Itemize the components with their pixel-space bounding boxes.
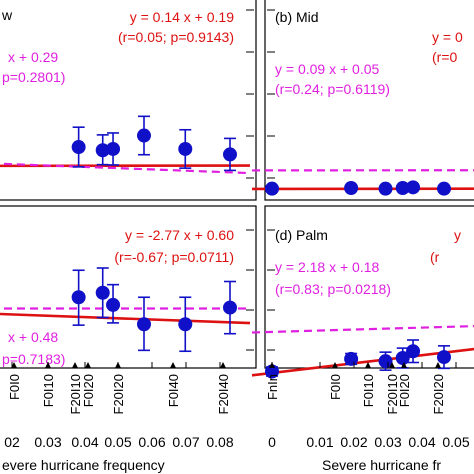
category-label: F0I20 [397, 374, 412, 407]
panel-bottom-right: (d) Palm y (r y = 2.18 x + 0.18 (r=0.83;… [251, 205, 474, 379]
x-tick-label: 0 [268, 434, 276, 450]
x-tick-label: 0.04 [408, 434, 435, 450]
red-fit-equation: y = 0 [432, 29, 463, 45]
magenta-fit-line [0, 162, 251, 175]
x-tick-label: 02 [4, 434, 20, 450]
category-label: F0I0 [7, 374, 22, 400]
category-marker [220, 362, 226, 368]
category-marker [11, 362, 17, 368]
magenta-fit-equation: x + 0.48 [8, 329, 58, 345]
magenta-fit-stats: (r=0.24; p=0.6119) [275, 81, 390, 97]
red-fit-line [251, 347, 474, 377]
category-marker [365, 362, 371, 368]
category-marker [45, 362, 51, 368]
panel-top-left: w y = 0.14 x + 0.19 (r=0.05; p=0.9143) x… [0, 0, 257, 201]
x-axis-left: evere hurricane frequency 02 0.03 0.04 0.05… [2, 362, 234, 473]
magenta-fit-equation: y = 0.09 x + 0.05 [275, 61, 380, 77]
data-point [406, 180, 421, 195]
category-marker [401, 362, 407, 368]
data-point [406, 344, 421, 359]
category-label: F0I10 [361, 374, 376, 407]
data-point [95, 285, 110, 300]
x-tick-label: 0.05 [442, 434, 469, 450]
category-label: FnIn [265, 374, 280, 400]
panel-title: (d) Palm [275, 227, 328, 243]
data-point [437, 350, 451, 365]
category-marker [85, 362, 91, 368]
panel-frame [264, 205, 474, 369]
data-point [223, 300, 237, 315]
category-label: F20I10 [385, 374, 400, 414]
panel-title: (b) Mid [275, 9, 319, 25]
category-label: F20I20 [431, 374, 446, 414]
magenta-fit-stats: p=0.7183) [2, 351, 65, 367]
category-marker [115, 362, 121, 368]
x-tick-label: 0.07 [172, 434, 199, 450]
category-marker [435, 362, 441, 368]
data-point [178, 317, 193, 332]
data-point [344, 181, 359, 195]
category-label: F20I20 [111, 374, 126, 414]
data-point [137, 128, 151, 143]
category-marker [269, 362, 275, 368]
data-point [71, 140, 86, 155]
data-point [95, 143, 110, 158]
data-point [437, 181, 451, 196]
data-point [265, 181, 279, 196]
category-label: F0I10 [41, 374, 56, 407]
x-tick-label: 0.02 [340, 434, 367, 450]
magenta-fit-stats: p=0.2801) [2, 69, 65, 85]
red-fit-line [0, 312, 251, 325]
data-point [137, 317, 151, 332]
panel-frame [264, 0, 474, 201]
magenta-fit-equation: y = 2.18 x + 0.18 [275, 259, 380, 275]
data-point [265, 364, 279, 379]
data-point [106, 297, 121, 312]
data-point [106, 141, 121, 156]
magenta-fit-stats: (r=0.83; p=0.0218) [275, 281, 391, 297]
data-point [344, 351, 359, 366]
data-point [378, 181, 393, 196]
data-point [395, 181, 410, 195]
red-fit-stats: (r=-0.67; p=0.0711) [114, 249, 234, 265]
category-marker [332, 362, 338, 368]
x-axis-label: Severe hurricane fr [322, 457, 441, 473]
data-point [71, 290, 86, 305]
x-axis-right: Severe hurricane fr 0 0.01 0.02 0.03 0.04 0.0… [265, 362, 470, 473]
data-point [395, 351, 410, 365]
x-tick-label: 0.05 [104, 434, 131, 450]
magenta-fit-line [251, 325, 474, 334]
category-marker [170, 362, 176, 368]
x-tick-label: 0.01 [306, 434, 333, 450]
red-fit-stats: (r [430, 249, 440, 265]
magenta-fit-equation: x + 0.29 [8, 49, 58, 65]
category-label: F20I10 [68, 374, 83, 414]
panel-frame [0, 0, 257, 201]
x-tick-label: 0.08 [206, 434, 233, 450]
panel-frame [0, 205, 257, 369]
category-label: F0I0 [328, 374, 343, 400]
category-label: F0I20 [81, 374, 96, 407]
x-tick-label: 0.06 [138, 434, 165, 450]
data-point [223, 147, 237, 162]
data-point [178, 141, 193, 156]
category-label: F0I40 [166, 374, 181, 407]
x-tick-label: 0.03 [374, 434, 401, 450]
red-fit-equation: y [454, 227, 461, 243]
category-marker [72, 362, 78, 368]
category-marker [389, 362, 395, 368]
data-point [378, 354, 393, 369]
panel-top-right: (b) Mid y = 0 (r=0 y = 0.09 x + 0.05 (r=… [251, 0, 474, 201]
x-axis-label: evere hurricane frequency [2, 457, 165, 473]
red-fit-equation: y = -2.77 x + 0.60 [125, 227, 234, 243]
x-tick-label: 0.04 [71, 434, 98, 450]
panel-title: w [1, 7, 13, 23]
red-fit-stats: (r=0 [432, 49, 458, 65]
panel-bottom-left: y = -2.77 x + 0.60 (r=-0.67; p=0.0711) x… [0, 205, 257, 369]
red-fit-stats: (r=0.05; p=0.9143) [118, 29, 234, 45]
x-tick-label: 0.03 [34, 434, 61, 450]
category-label: F20I40 [216, 374, 231, 414]
red-fit-equation: y = 0.14 x + 0.19 [130, 9, 235, 25]
